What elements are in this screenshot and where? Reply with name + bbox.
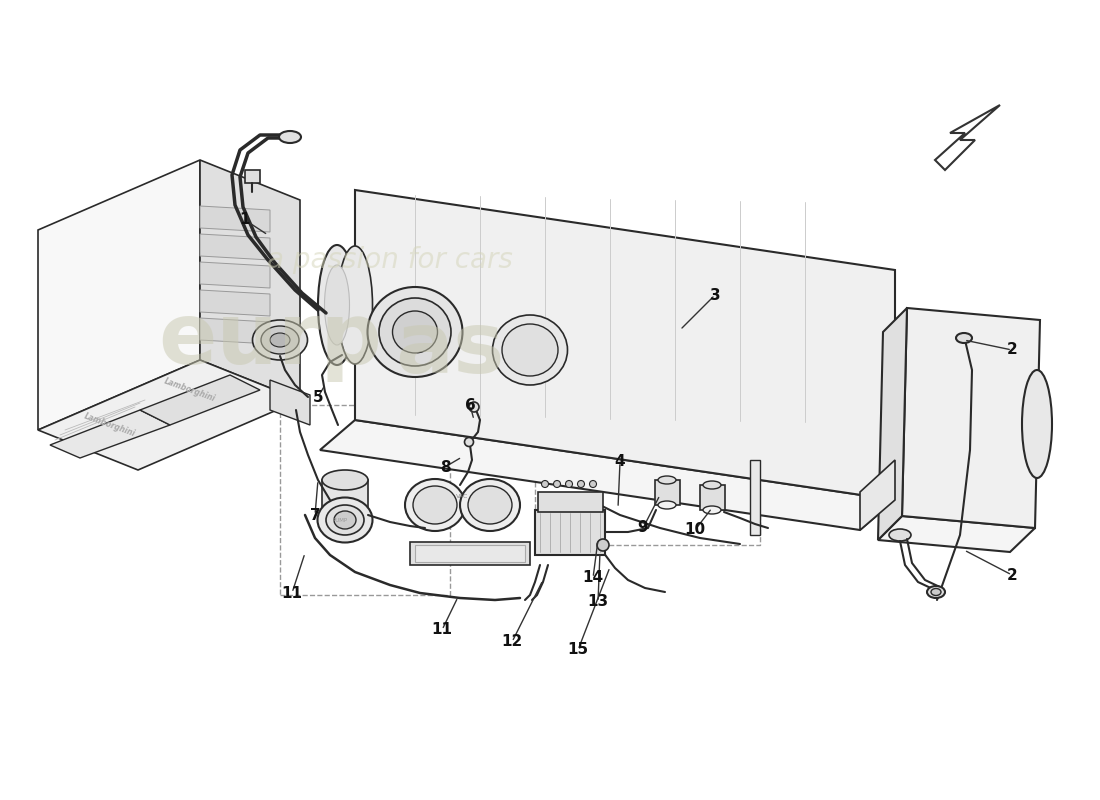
Text: 8: 8 [440,459,450,474]
Text: 7: 7 [310,507,320,522]
Polygon shape [700,485,725,510]
Ellipse shape [927,586,945,598]
Text: 5: 5 [312,390,323,405]
Ellipse shape [322,470,368,490]
Text: 4: 4 [615,454,625,470]
Polygon shape [535,510,605,555]
Text: VAC: VAC [455,494,469,499]
Text: 11: 11 [431,622,452,638]
Ellipse shape [261,326,299,354]
Ellipse shape [405,479,465,531]
Polygon shape [935,105,1000,170]
Polygon shape [355,190,895,500]
Text: 13: 13 [587,594,608,610]
Polygon shape [654,480,680,505]
Ellipse shape [493,315,568,385]
Ellipse shape [318,498,373,542]
Ellipse shape [590,481,596,487]
Text: 10: 10 [684,522,705,538]
Ellipse shape [338,246,373,364]
Polygon shape [538,492,603,512]
Ellipse shape [931,589,940,595]
Ellipse shape [956,333,972,343]
Text: 2: 2 [1006,342,1018,358]
Text: as: as [395,309,505,391]
Text: Lamborghini: Lamborghini [163,377,217,403]
Ellipse shape [469,402,478,412]
Text: 9: 9 [638,521,648,535]
Polygon shape [200,318,270,344]
Polygon shape [270,380,310,425]
Polygon shape [878,308,908,540]
Ellipse shape [541,481,549,487]
Ellipse shape [597,539,609,551]
Ellipse shape [318,245,356,365]
Ellipse shape [253,320,308,360]
Polygon shape [200,160,300,400]
Ellipse shape [578,481,584,487]
Ellipse shape [367,287,462,377]
Ellipse shape [658,501,676,509]
Ellipse shape [468,486,512,524]
Text: eurp: eurp [158,298,382,382]
Polygon shape [878,516,1035,552]
Text: 15: 15 [568,642,588,658]
Ellipse shape [270,333,290,347]
Polygon shape [320,420,895,530]
Text: PUMP: PUMP [332,518,348,522]
Polygon shape [750,460,760,535]
Ellipse shape [279,131,301,143]
Text: 1: 1 [240,213,251,227]
Polygon shape [140,375,260,425]
Polygon shape [200,234,270,260]
Ellipse shape [658,476,676,484]
Text: 14: 14 [582,570,604,586]
Ellipse shape [553,481,561,487]
Polygon shape [245,170,260,183]
Ellipse shape [889,529,911,541]
Text: 2: 2 [1006,567,1018,582]
Polygon shape [39,360,300,470]
Ellipse shape [565,481,572,487]
Text: 11: 11 [282,586,303,601]
Text: a passion for cars: a passion for cars [267,246,513,274]
Polygon shape [860,460,895,530]
Polygon shape [322,480,368,520]
Polygon shape [200,206,270,232]
Text: 6: 6 [464,398,475,413]
Ellipse shape [703,481,720,489]
Text: Lamborghini: Lamborghini [84,411,136,438]
Ellipse shape [334,511,356,529]
Text: 3: 3 [710,287,720,302]
Polygon shape [902,308,1040,528]
Ellipse shape [460,479,520,531]
Polygon shape [200,290,270,316]
Polygon shape [415,545,525,562]
Ellipse shape [379,298,451,366]
Ellipse shape [326,505,364,535]
Ellipse shape [703,506,720,514]
Ellipse shape [324,265,350,345]
Ellipse shape [464,438,473,446]
Ellipse shape [412,486,456,524]
Ellipse shape [1022,370,1052,478]
Ellipse shape [393,311,438,353]
Polygon shape [50,410,170,458]
Polygon shape [410,542,530,565]
Text: 12: 12 [502,634,522,650]
Ellipse shape [502,324,558,376]
Polygon shape [200,262,270,288]
Polygon shape [39,160,200,430]
